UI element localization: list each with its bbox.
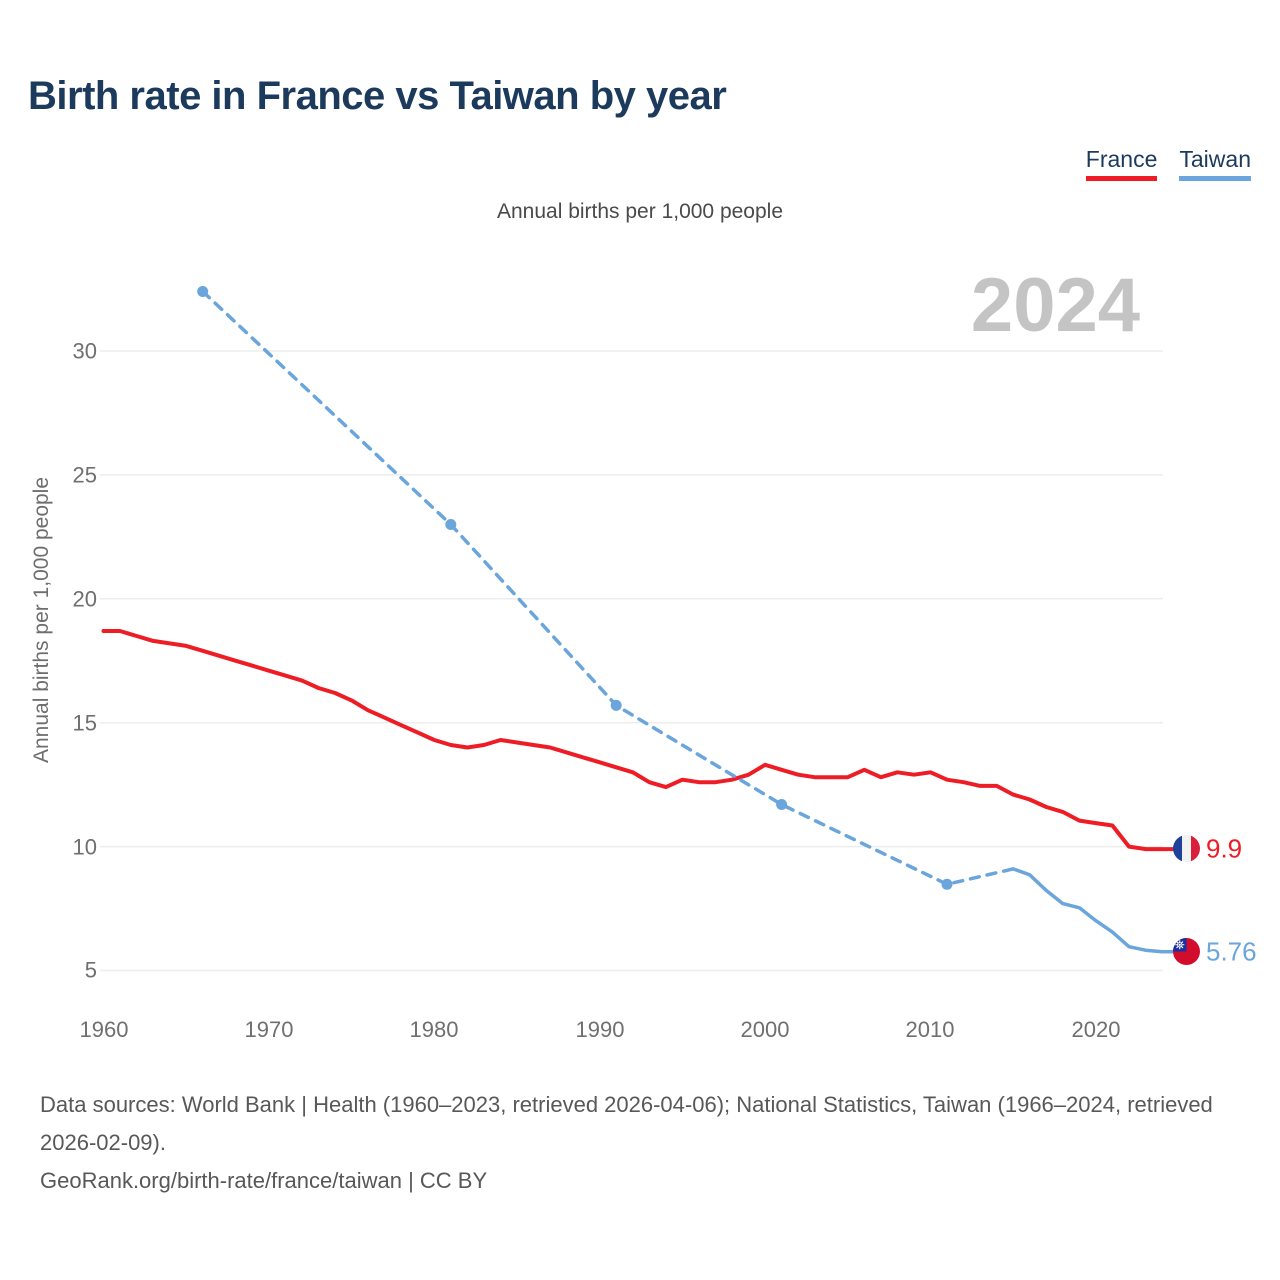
x-axis-ticks: 1960 1970 1980 1990 2000 2010 2020	[80, 1017, 1121, 1042]
taiwan-flag-icon	[1173, 938, 1200, 965]
footer-license-link[interactable]: GeoRank.org/birth-rate/france/taiwan | C…	[40, 1168, 488, 1193]
y-tick-15: 15	[73, 711, 97, 736]
y-tick-20: 20	[73, 587, 97, 612]
legend-label-taiwan: Taiwan	[1179, 146, 1251, 172]
y-axis-ticks: 30 25 20 15 10 5	[73, 339, 97, 983]
chart-subtitle: Annual births per 1,000 people	[496, 200, 784, 223]
gridlines	[100, 350, 1163, 972]
y-tick-5: 5	[85, 958, 97, 983]
page-title: Birth rate in France vs Taiwan by year	[28, 74, 727, 118]
legend-swatch-taiwan	[1179, 176, 1251, 181]
series-line-2-solid	[1011, 867, 1164, 954]
legend-label-france: France	[1085, 146, 1158, 172]
data-point-marker-2011	[941, 878, 953, 890]
x-tick-2000: 2000	[741, 1017, 790, 1042]
legend-item-france[interactable]: France	[1085, 146, 1158, 181]
series-lines	[101, 286, 1176, 954]
taiwan-end-value: 5.76	[1206, 937, 1257, 967]
x-tick-1970: 1970	[245, 1017, 294, 1042]
series-line-0-solid	[101, 629, 1148, 852]
france-flag-icon	[1173, 835, 1200, 862]
y-tick-30: 30	[73, 339, 97, 364]
data-point-marker-1966	[197, 286, 209, 297]
legend-swatch-france	[1085, 176, 1158, 181]
year-watermark: 2024	[970, 263, 1140, 348]
data-point-marker-1981	[445, 519, 457, 530]
data-point-marker-2001	[776, 799, 788, 810]
x-tick-1990: 1990	[576, 1017, 625, 1042]
series-line-1-dashed	[200, 289, 1015, 887]
y-tick-10: 10	[73, 835, 97, 860]
x-tick-1960: 1960	[80, 1017, 129, 1042]
legend-item-taiwan[interactable]: Taiwan	[1179, 146, 1251, 181]
x-tick-1980: 1980	[410, 1017, 459, 1042]
x-tick-2010: 2010	[906, 1017, 955, 1042]
data-point-marker-1991	[610, 699, 622, 711]
x-tick-2020: 2020	[1072, 1017, 1121, 1042]
france-end-value: 9.9	[1206, 834, 1242, 864]
footer-sources: Data sources: World Bank | Health (1960–…	[40, 1092, 1213, 1155]
legend: France Taiwan	[1085, 146, 1251, 181]
y-tick-25: 25	[73, 463, 97, 488]
footer: Data sources: World Bank | Health (1960–…	[40, 1086, 1252, 1200]
